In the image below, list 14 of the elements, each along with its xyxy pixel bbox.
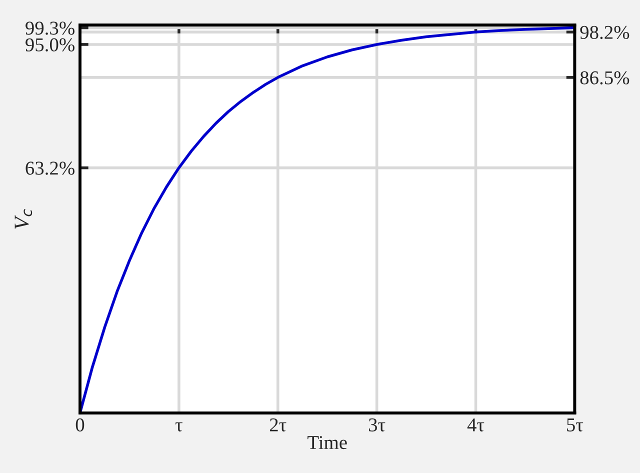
line-series bbox=[80, 26, 575, 413]
x-tick-label: 3τ bbox=[368, 418, 386, 432]
y-axis-title: V$_{c}$ bbox=[14, 209, 32, 229]
x-tick-label: τ bbox=[175, 422, 182, 432]
y-tick-label: 95.0% bbox=[26, 38, 74, 52]
x-tick-label: 0 bbox=[76, 418, 84, 432]
y-tick-label: 99.3% bbox=[26, 22, 74, 35]
y2-tick-label: 86.5% bbox=[580, 71, 630, 84]
x-tick-label: 5τ bbox=[567, 418, 584, 432]
x-axis-title: Time bbox=[308, 436, 347, 450]
x-tick-label: 2τ bbox=[270, 418, 286, 432]
y2-tick-label: 98.2% bbox=[580, 26, 630, 40]
y-tick-label: 63.2% bbox=[26, 162, 74, 175]
x-tick-label: 4τ bbox=[467, 418, 484, 432]
